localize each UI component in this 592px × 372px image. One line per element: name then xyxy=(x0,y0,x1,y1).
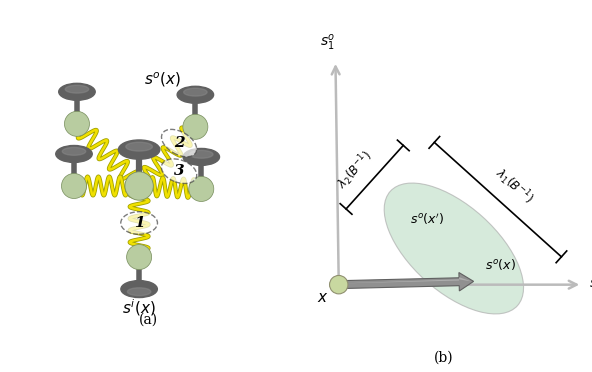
Ellipse shape xyxy=(56,145,92,163)
Ellipse shape xyxy=(384,183,523,314)
Ellipse shape xyxy=(121,280,157,298)
Ellipse shape xyxy=(189,150,213,158)
Text: $s_1^o$: $s_1^o$ xyxy=(320,33,335,53)
Ellipse shape xyxy=(62,147,86,155)
Circle shape xyxy=(125,172,153,200)
Text: 1: 1 xyxy=(134,216,144,230)
Circle shape xyxy=(183,114,208,139)
Ellipse shape xyxy=(121,212,157,234)
Ellipse shape xyxy=(65,85,89,93)
Ellipse shape xyxy=(183,148,220,166)
Ellipse shape xyxy=(59,83,95,100)
Circle shape xyxy=(62,173,86,199)
Ellipse shape xyxy=(162,129,197,157)
Circle shape xyxy=(189,176,214,202)
Text: $s^o(x)$: $s^o(x)$ xyxy=(485,257,516,272)
Text: (a): (a) xyxy=(139,312,157,327)
Ellipse shape xyxy=(177,86,214,103)
Polygon shape xyxy=(339,273,474,291)
Text: $x$: $x$ xyxy=(317,291,328,305)
Polygon shape xyxy=(339,277,471,283)
Text: $s^i(x)$: $s^i(x)$ xyxy=(123,297,156,318)
Ellipse shape xyxy=(162,159,197,183)
Text: $\lambda_2(B^{-1})$: $\lambda_2(B^{-1})$ xyxy=(333,148,377,193)
Text: (b): (b) xyxy=(434,351,454,365)
Ellipse shape xyxy=(184,88,207,96)
Text: 3: 3 xyxy=(174,164,184,178)
Ellipse shape xyxy=(118,140,160,159)
Text: 2: 2 xyxy=(174,136,184,150)
Text: $s^o(x)$: $s^o(x)$ xyxy=(144,70,181,89)
Circle shape xyxy=(127,244,152,270)
Ellipse shape xyxy=(127,288,151,296)
Text: $s_2^o$: $s_2^o$ xyxy=(588,275,592,295)
Ellipse shape xyxy=(126,142,153,151)
Text: $\lambda_1(B^{-1})$: $\lambda_1(B^{-1})$ xyxy=(491,164,537,208)
Circle shape xyxy=(65,111,89,137)
Text: $s^o(x')$: $s^o(x')$ xyxy=(410,211,445,227)
Circle shape xyxy=(330,275,348,294)
